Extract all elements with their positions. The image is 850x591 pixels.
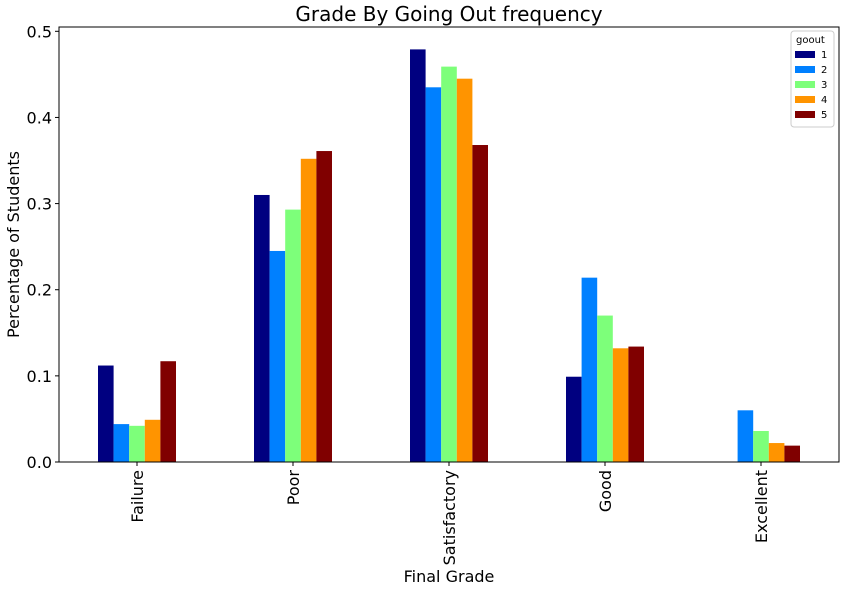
bar-good-goout-2 <box>582 278 598 462</box>
y-axis: 0.0 0.1 0.2 0.3 0.4 0.5 <box>27 22 59 472</box>
bar-satisfactory-goout-5 <box>472 145 488 462</box>
bar-good-goout-1 <box>566 377 582 462</box>
bar-poor-goout-1 <box>254 195 270 462</box>
y-tick-label: 0.1 <box>27 367 52 386</box>
bar-failure-goout-1 <box>98 366 114 462</box>
bar-satisfactory-goout-3 <box>441 67 457 462</box>
bar-satisfactory-goout-2 <box>426 87 442 462</box>
x-tick-label: Poor <box>284 470 303 506</box>
bar-excellent-goout-2 <box>738 410 754 462</box>
x-axis-title: Final Grade <box>404 567 495 586</box>
x-axis: Failure Poor Satisfactory Good Excellent <box>128 462 771 565</box>
legend-swatch-goout-2 <box>795 66 815 73</box>
y-tick-label: 0.2 <box>27 281 52 300</box>
bar-poor-goout-2 <box>270 251 286 462</box>
bar-satisfactory-goout-1 <box>410 49 426 462</box>
bar-failure-goout-5 <box>160 361 176 462</box>
legend-swatch-goout-1 <box>795 51 815 58</box>
legend-label-goout-3: 3 <box>821 80 827 91</box>
legend-label-goout-2: 2 <box>821 65 827 76</box>
y-tick-label: 0.3 <box>27 195 52 214</box>
bar-satisfactory-goout-4 <box>457 79 473 462</box>
x-tick-label: Failure <box>128 470 147 523</box>
legend-swatch-goout-5 <box>795 111 815 118</box>
chart-title: Grade By Going Out frequency <box>295 2 602 26</box>
legend: goout 1 2 3 4 5 <box>791 31 834 127</box>
bar-excellent-goout-4 <box>769 443 785 462</box>
x-tick-label: Good <box>596 470 615 512</box>
bar-excellent-goout-3 <box>753 431 769 462</box>
y-axis-title: Percentage of Students <box>4 151 23 338</box>
bar-good-goout-4 <box>613 348 629 462</box>
x-tick-label: Excellent <box>752 470 771 543</box>
bar-good-goout-5 <box>628 347 644 462</box>
legend-title: goout <box>796 35 825 46</box>
bar-poor-goout-5 <box>316 151 332 462</box>
y-tick-label: 0.5 <box>27 22 52 41</box>
bar-failure-goout-3 <box>129 426 145 462</box>
legend-label-goout-4: 4 <box>821 95 827 106</box>
bar-poor-goout-4 <box>301 159 317 462</box>
legend-swatch-goout-3 <box>795 81 815 88</box>
legend-label-goout-1: 1 <box>821 50 827 61</box>
y-tick-label: 0.4 <box>27 108 52 127</box>
bar-failure-goout-4 <box>145 420 161 462</box>
y-tick-label: 0.0 <box>27 453 52 472</box>
plot-area <box>98 49 800 462</box>
bar-good-goout-3 <box>597 316 613 462</box>
legend-label-goout-5: 5 <box>821 110 827 121</box>
legend-swatch-goout-4 <box>795 96 815 103</box>
bar-failure-goout-2 <box>114 424 130 462</box>
bar-poor-goout-3 <box>285 210 301 462</box>
bar-excellent-goout-5 <box>784 446 800 462</box>
x-tick-label: Satisfactory <box>440 470 459 565</box>
